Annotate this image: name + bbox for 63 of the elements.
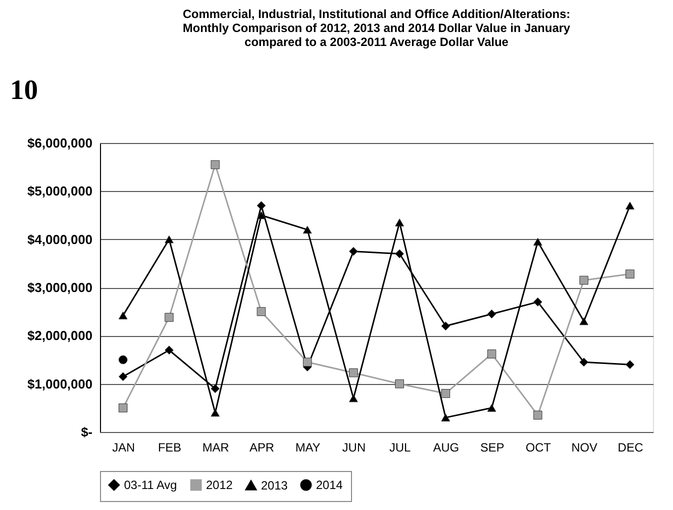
point	[302, 358, 312, 367]
x-tick-label: FEB	[158, 440, 182, 454]
point	[441, 322, 450, 330]
y-tick-label: $4,000,000	[27, 232, 92, 247]
point	[118, 312, 128, 320]
point	[164, 312, 174, 322]
legend-label: 2013	[261, 478, 288, 492]
legend-label: 03-11 Avg	[124, 478, 177, 492]
point	[395, 249, 404, 258]
point	[118, 355, 128, 364]
point	[210, 160, 220, 170]
text: compared to a 2003-2011 Average Dollar Value	[244, 35, 508, 49]
x-tick-label: DEC	[618, 440, 644, 454]
point	[256, 201, 266, 210]
y-tick-label: $3,000,000	[27, 280, 92, 295]
point	[487, 350, 496, 358]
y-tick-label: $5,000,000	[27, 184, 92, 199]
point	[441, 414, 450, 422]
point	[487, 310, 496, 318]
point	[164, 235, 174, 244]
point	[118, 403, 128, 412]
point	[533, 298, 542, 306]
point	[395, 379, 404, 388]
x-tick-label: MAY	[295, 440, 320, 454]
x-tick-label: NOV	[571, 440, 598, 454]
y-tick-label: $2,000,000	[27, 328, 92, 344]
point	[349, 394, 358, 402]
x-tick-label: JUN	[342, 440, 366, 454]
point	[302, 226, 312, 234]
y-tick-label: $1,000,000	[27, 376, 92, 392]
point	[579, 358, 588, 367]
point	[487, 404, 496, 412]
text: 10	[10, 75, 38, 106]
point	[164, 346, 174, 355]
point	[626, 360, 634, 369]
point	[395, 218, 404, 226]
x-tick-label: MAR	[202, 440, 230, 454]
point	[256, 211, 266, 220]
point	[441, 389, 450, 398]
x-tick-label: APR	[249, 440, 274, 454]
x-tick-label: OCT	[526, 440, 552, 454]
point	[210, 408, 220, 417]
y-tick-label: $6,000,000	[27, 136, 92, 150]
legend-label: 2012	[206, 478, 234, 492]
x-tick-label: AUG	[433, 440, 460, 454]
x-tick-label: JAN	[112, 440, 135, 454]
point	[579, 276, 588, 285]
text: Monthly Comparison of 2012, 2013 and 2014 Dollar Value in January	[182, 21, 570, 35]
point	[626, 202, 634, 210]
point	[118, 372, 128, 382]
x-tick-label: JUL	[389, 440, 412, 454]
point	[533, 238, 542, 246]
y-tick-label: $-	[80, 424, 92, 440]
legend-label: 2014	[316, 478, 344, 492]
point	[256, 307, 266, 316]
point	[349, 368, 358, 378]
point	[579, 317, 588, 326]
point	[626, 270, 634, 278]
point	[210, 384, 220, 394]
text: Commercial, Industrial, Institutional and Office Addition/Alterations:	[182, 7, 570, 21]
point	[349, 246, 358, 256]
point	[533, 410, 542, 420]
x-tick-label: SEP	[480, 440, 504, 454]
